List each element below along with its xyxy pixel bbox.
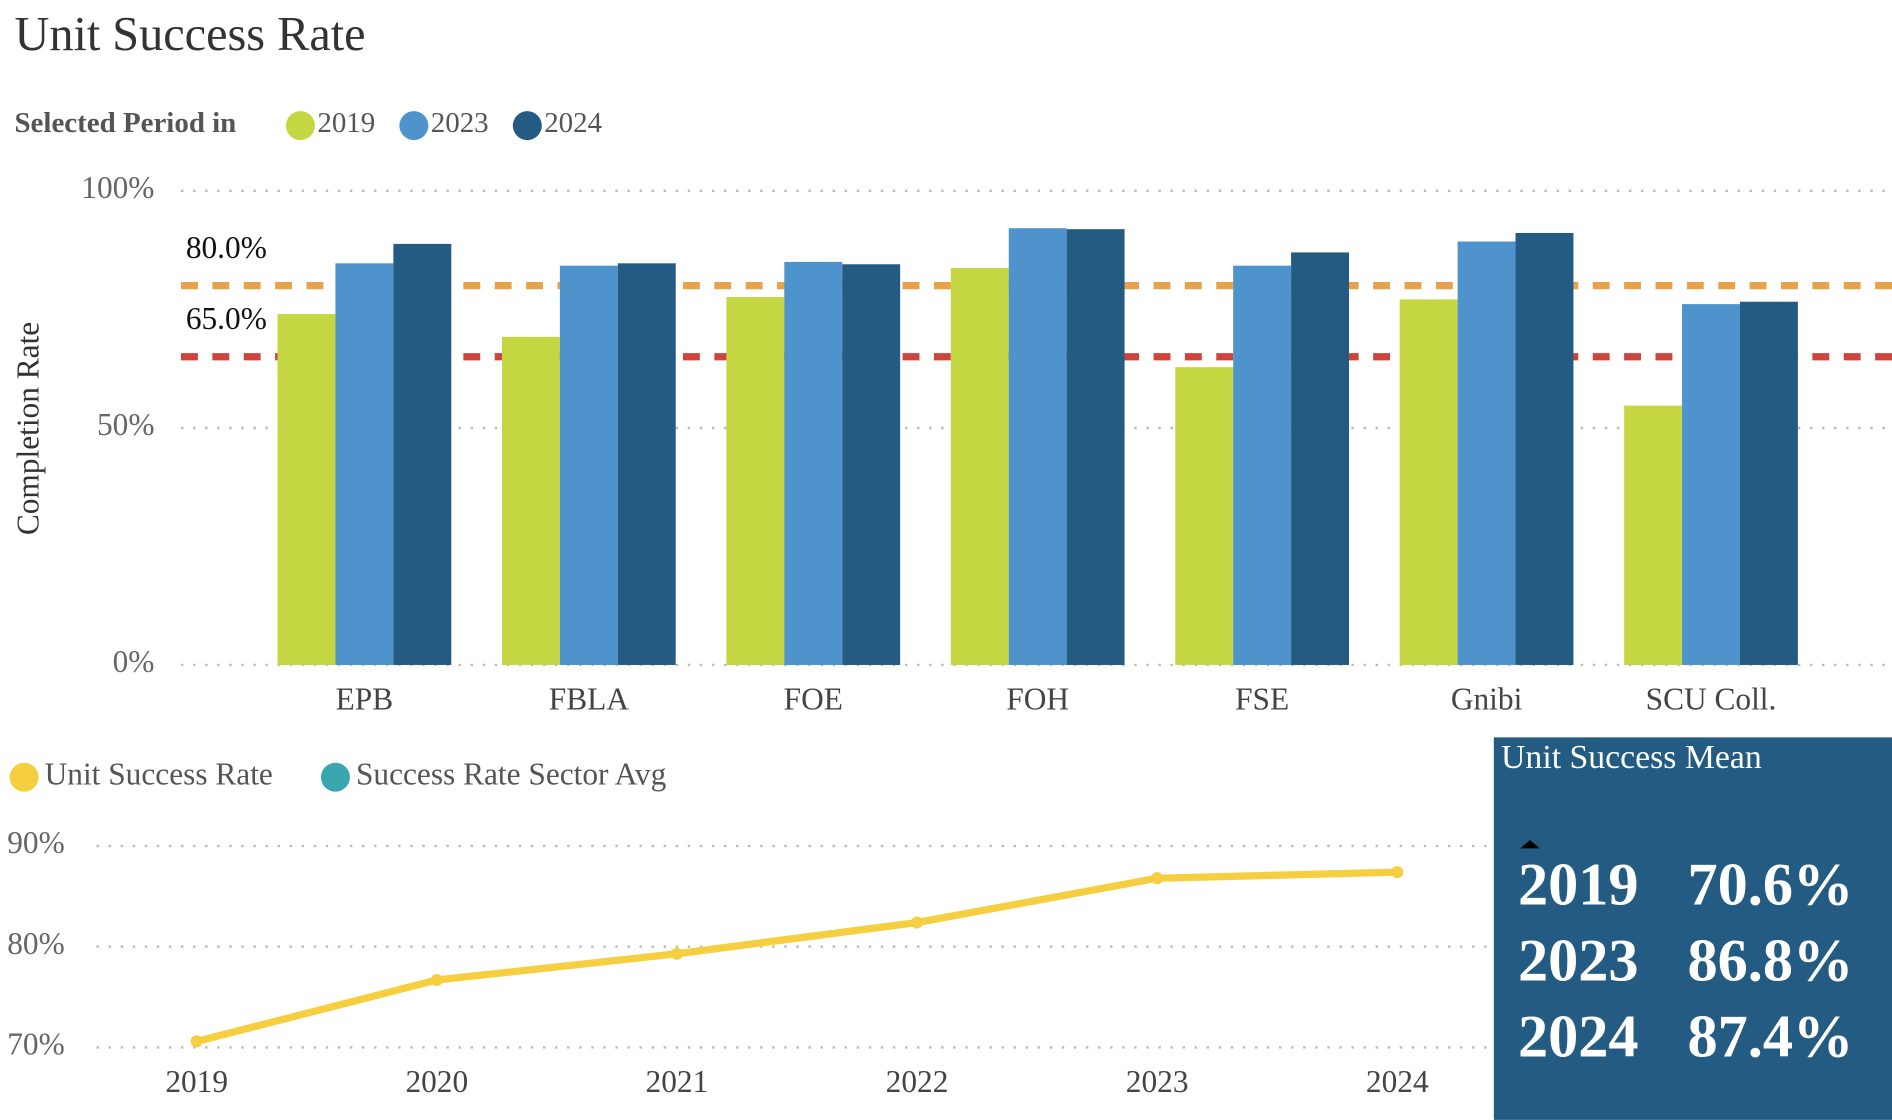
line-point <box>1151 872 1164 885</box>
bar <box>1682 304 1740 665</box>
x-tick-label: FBLA <box>549 682 630 717</box>
kpi-year: 2024 <box>1518 1003 1639 1070</box>
bar <box>1233 265 1292 665</box>
bar <box>617 263 676 665</box>
bar <box>842 264 901 665</box>
bar <box>1515 232 1574 665</box>
kpi-year: 2019 <box>1518 851 1639 918</box>
legend-marker <box>285 111 315 141</box>
bar <box>1066 229 1125 665</box>
chart-title: Unit Success Rate <box>14 8 365 61</box>
legend-label: 2023 <box>431 107 489 139</box>
y-tick-label: 70% <box>7 1027 64 1062</box>
x-tick-label: 2021 <box>646 1064 709 1099</box>
bar <box>784 261 843 665</box>
y-tick-label: 80% <box>7 926 64 961</box>
legend-label: Unit Success Rate <box>45 756 273 791</box>
kpi-year: 2023 <box>1518 927 1639 994</box>
y-tick-label: 0% <box>113 644 155 679</box>
kpi-title: Unit Success Mean <box>1501 739 1762 776</box>
legend-marker <box>399 111 429 141</box>
y-tick-label: 90% <box>7 825 64 860</box>
y-tick-label: 100% <box>81 170 154 205</box>
y-axis-label: Completion Rate <box>11 322 46 535</box>
y-tick-label: 50% <box>97 407 154 442</box>
bar <box>335 263 394 665</box>
x-tick-label: FOE <box>784 682 843 717</box>
bar <box>1175 367 1234 665</box>
legend-label: 2019 <box>317 107 375 139</box>
bar <box>1624 405 1683 665</box>
bar <box>1457 241 1516 665</box>
legend-title: Selected Period in <box>14 107 236 139</box>
legend-marker <box>320 762 350 792</box>
sort-indicator <box>1520 839 1540 849</box>
bar <box>1291 252 1350 665</box>
line-point <box>1391 866 1404 879</box>
bar <box>1008 228 1067 665</box>
reference-label: 80.0% <box>186 230 267 265</box>
bar <box>559 265 618 665</box>
bar <box>277 314 336 665</box>
line-point <box>190 1035 203 1048</box>
reference-label: 65.0% <box>186 301 267 336</box>
x-tick-label: Gnibi <box>1451 682 1523 717</box>
bar <box>1399 299 1458 665</box>
bar <box>1739 301 1798 665</box>
x-tick-label: 2023 <box>1126 1064 1189 1099</box>
bar <box>950 268 1009 665</box>
x-tick-label: 2022 <box>886 1064 949 1099</box>
x-tick-label: 2020 <box>405 1064 468 1099</box>
kpi-value: 86.8% <box>1687 927 1853 994</box>
kpi-value: 70.6% <box>1687 851 1853 918</box>
line-series <box>195 868 1398 1045</box>
x-tick-label: FOH <box>1006 682 1069 717</box>
bar <box>393 243 452 665</box>
bar <box>501 336 560 665</box>
legend-label: 2024 <box>544 107 602 139</box>
x-tick-label: 2024 <box>1366 1064 1429 1099</box>
x-tick-label: 2019 <box>165 1064 228 1099</box>
x-tick-label: SCU Coll. <box>1646 682 1777 717</box>
legend-label: Success Rate Sector Avg <box>356 756 667 791</box>
bar <box>726 296 785 665</box>
legend-marker <box>512 111 542 141</box>
kpi-value: 87.4% <box>1687 1003 1853 1070</box>
x-tick-label: EPB <box>336 682 394 717</box>
line-point <box>911 916 924 929</box>
kpi-card <box>1493 737 1892 1120</box>
line-point <box>670 947 683 960</box>
line-point <box>430 973 443 987</box>
x-tick-label: FSE <box>1235 682 1289 717</box>
legend-marker <box>9 762 39 792</box>
